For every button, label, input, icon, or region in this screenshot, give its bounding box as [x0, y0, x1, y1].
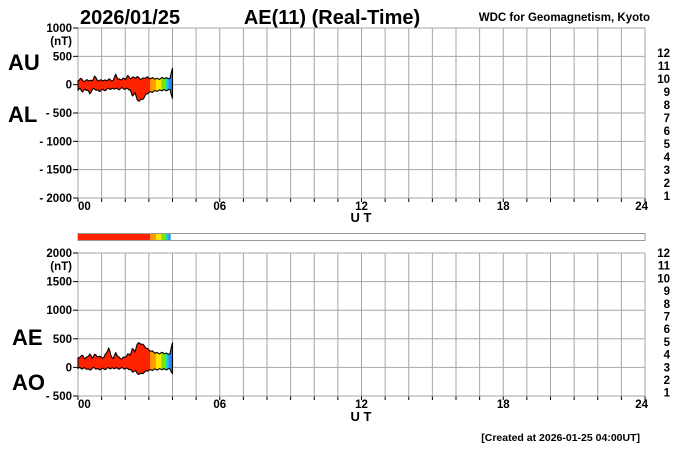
xaxis-title-top: U T [351, 210, 372, 225]
legend-station-count: 3 [664, 165, 670, 177]
legend-station-count: 2 [664, 178, 670, 190]
legend-station-count: 7 [664, 113, 670, 125]
legend-station-count: 4 [664, 350, 671, 362]
legend-station-count: 10 [657, 74, 670, 86]
y-tick-label: - 500 [46, 108, 72, 120]
legend-station-count: 10 [657, 273, 670, 285]
band-color-segment [155, 68, 162, 102]
series-label-ae: AE [12, 325, 43, 350]
y-tick-label: 1500 [46, 277, 72, 289]
y-tick-label: - 500 [46, 391, 72, 403]
legend-station-count: 8 [664, 100, 671, 112]
band-color-segment [161, 342, 167, 375]
legend-station-count: 1 [664, 388, 671, 400]
series-label-au: AU [8, 50, 40, 75]
y-tick-label: 2000 [46, 248, 72, 260]
availability-segment [161, 234, 167, 240]
y-axis-unit-label: (nT) [50, 261, 72, 273]
legend-station-count: 6 [664, 324, 670, 336]
plot-date: 2026/01/25 [80, 7, 180, 29]
band-color-segment [166, 68, 169, 102]
x-tick-label: 06 [213, 201, 226, 213]
x-tick-label: 06 [213, 399, 226, 411]
series-label-ao: AO [12, 370, 45, 395]
band-color-segment [166, 342, 169, 375]
availability-segment [155, 234, 162, 240]
legend-station-count: 6 [664, 126, 670, 138]
y-tick-label: 0 [66, 80, 72, 92]
y-tick-label: - 1000 [39, 136, 72, 148]
y-tick-label: 0 [66, 362, 72, 374]
legend-station-count: 1 [664, 191, 671, 203]
y-tick-label: 500 [53, 51, 72, 63]
x-tick-label: 24 [635, 399, 648, 411]
x-tick-label: 12 [355, 201, 368, 213]
legend-station-count: 11 [658, 261, 671, 273]
legend-station-count: 11 [658, 61, 671, 73]
legend-station-count: 5 [664, 139, 671, 151]
y-tick-label: - 2000 [39, 193, 72, 205]
legend-station-count: 12 [657, 248, 670, 260]
y-tick-label: 500 [53, 334, 72, 346]
legend-station-count: 3 [664, 362, 670, 374]
xaxis-title-bottom: U T [351, 409, 372, 424]
band-color-segment [150, 68, 156, 102]
y-tick-label: 1000 [46, 23, 72, 35]
availability-segment [166, 234, 169, 240]
band-outline [77, 342, 174, 375]
availability-segment [150, 234, 156, 240]
x-tick-label: 12 [355, 399, 368, 411]
x-tick-label: 18 [497, 201, 510, 213]
band-color-segment [161, 68, 167, 102]
legend-station-count: 12 [657, 48, 670, 60]
y-axis-unit-label: (nT) [50, 36, 72, 48]
legend-station-count: 8 [664, 299, 671, 311]
plot-title: AE(11) (Real-Time) [244, 7, 420, 29]
band-color-segment [168, 68, 173, 102]
legend-station-count: 9 [664, 87, 670, 99]
org-label: WDC for Geomagnetism, Kyoto [479, 12, 650, 24]
band-color-segment [168, 342, 173, 375]
created-at-label: [Created at 2026-01-25 04:00UT] [481, 432, 640, 444]
band-color-segment [150, 342, 156, 375]
legend-station-count: 9 [664, 286, 670, 298]
availability-segment [78, 234, 151, 240]
x-tick-label: 18 [497, 399, 510, 411]
legend-station-count: 2 [664, 375, 670, 387]
y-tick-label: - 1500 [39, 165, 72, 177]
x-tick-label: 24 [635, 201, 648, 213]
series-label-al: AL [8, 102, 37, 127]
legend-station-count: 4 [664, 152, 671, 164]
band-color-segment [155, 342, 162, 375]
y-tick-label: 1000 [46, 305, 72, 317]
availability-segment [168, 234, 171, 240]
band-outline [77, 67, 174, 102]
legend-station-count: 7 [664, 312, 670, 324]
x-tick-label: 00 [78, 201, 91, 213]
legend-station-count: 5 [664, 337, 671, 349]
x-tick-label: 00 [78, 399, 91, 411]
